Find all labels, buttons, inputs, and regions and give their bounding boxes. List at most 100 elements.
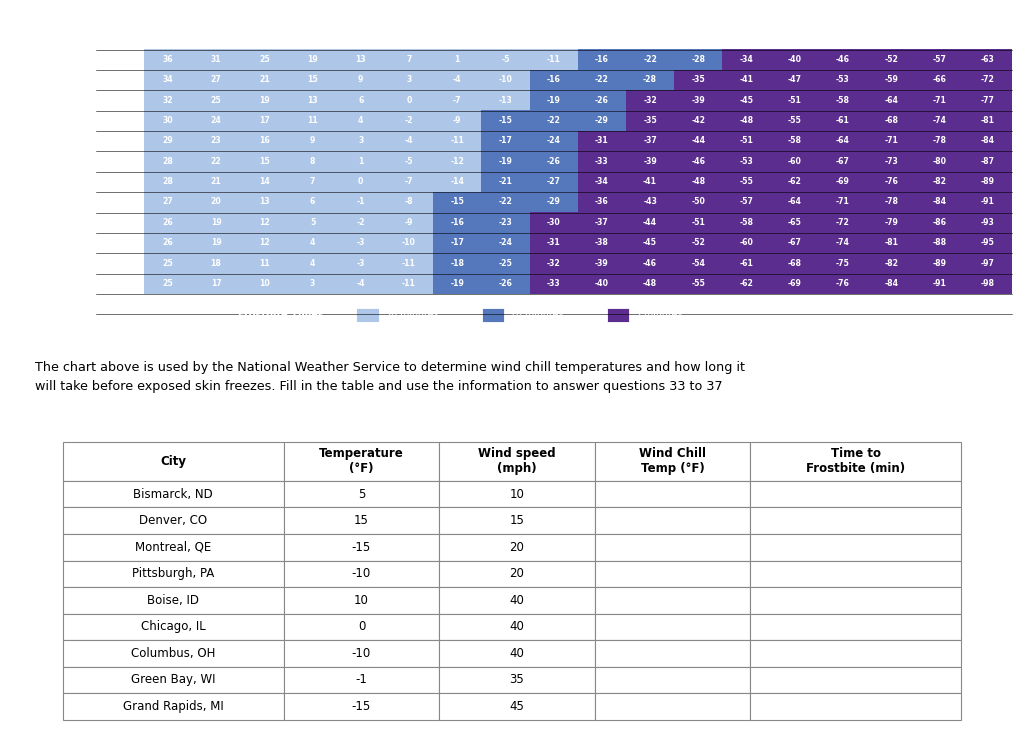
Text: 36: 36 <box>163 55 173 64</box>
Bar <box>433 111 481 130</box>
Text: -13: -13 <box>499 96 512 105</box>
Bar <box>674 253 722 273</box>
Text: 4: 4 <box>310 258 315 268</box>
Text: 25: 25 <box>163 258 173 268</box>
Bar <box>578 273 626 294</box>
Bar <box>626 111 674 130</box>
Text: -71: -71 <box>933 96 946 105</box>
Bar <box>964 49 1012 70</box>
Text: -11: -11 <box>547 55 560 64</box>
Bar <box>722 171 771 192</box>
Text: -16: -16 <box>595 55 609 64</box>
Text: -54: -54 <box>691 258 706 268</box>
Text: 35: 35 <box>114 177 126 186</box>
Text: -30: -30 <box>547 218 560 227</box>
Bar <box>626 130 674 151</box>
Text: -43: -43 <box>643 198 657 206</box>
Bar <box>433 273 481 294</box>
Text: -31: -31 <box>547 238 560 247</box>
Text: 14: 14 <box>259 177 269 186</box>
Bar <box>337 273 385 294</box>
Bar <box>819 192 867 212</box>
Bar <box>337 130 385 151</box>
Text: -57: -57 <box>933 55 946 64</box>
Bar <box>481 151 529 171</box>
Bar <box>481 192 529 212</box>
Text: -4: -4 <box>453 75 462 84</box>
Bar <box>578 49 626 70</box>
Text: 25: 25 <box>306 37 318 47</box>
Bar <box>578 130 626 151</box>
Bar <box>771 273 819 294</box>
Text: -44: -44 <box>691 136 706 146</box>
Text: -32: -32 <box>547 258 560 268</box>
Text: -20: -20 <box>738 37 755 47</box>
Bar <box>867 70 915 90</box>
Bar <box>385 90 433 111</box>
Text: -26: -26 <box>547 157 560 165</box>
Text: -57: -57 <box>739 198 754 206</box>
Bar <box>191 253 241 273</box>
Bar <box>481 90 529 111</box>
Bar <box>867 273 915 294</box>
Bar <box>241 49 289 70</box>
Text: 28: 28 <box>163 177 173 186</box>
Bar <box>771 192 819 212</box>
Text: -15: -15 <box>499 116 512 125</box>
Text: -3: -3 <box>356 238 365 247</box>
Text: 22: 22 <box>211 157 221 165</box>
Text: -67: -67 <box>787 238 802 247</box>
Text: -22: -22 <box>643 55 657 64</box>
Bar <box>385 111 433 130</box>
Text: -34: -34 <box>739 55 754 64</box>
Text: -68: -68 <box>884 116 898 125</box>
Text: -65: -65 <box>787 218 802 227</box>
Bar <box>241 171 289 192</box>
Bar <box>964 233 1012 253</box>
Bar <box>433 70 481 90</box>
Bar <box>241 212 289 233</box>
Bar <box>964 171 1012 192</box>
Text: -74: -74 <box>836 238 850 247</box>
Text: -33: -33 <box>547 279 560 288</box>
Text: -32: -32 <box>643 96 657 105</box>
Bar <box>722 151 771 171</box>
Text: 10: 10 <box>259 279 269 288</box>
Bar <box>356 308 379 322</box>
Text: -73: -73 <box>885 157 898 165</box>
Text: -39: -39 <box>691 96 706 105</box>
Bar <box>964 111 1012 130</box>
Text: -78: -78 <box>933 136 946 146</box>
Bar <box>819 70 867 90</box>
Text: -19: -19 <box>499 157 512 165</box>
Text: 26: 26 <box>163 238 173 247</box>
Bar <box>481 70 529 90</box>
Text: -12: -12 <box>451 157 464 165</box>
Bar <box>433 49 481 70</box>
Bar <box>143 49 191 70</box>
Bar <box>191 49 241 70</box>
Text: -88: -88 <box>933 238 946 247</box>
Bar <box>385 253 433 273</box>
Bar <box>819 212 867 233</box>
Bar <box>191 151 241 171</box>
Text: -35: -35 <box>884 37 899 47</box>
Text: -41: -41 <box>739 75 754 84</box>
Bar <box>289 90 337 111</box>
Text: -55: -55 <box>691 279 706 288</box>
Bar <box>626 192 674 212</box>
Text: -41: -41 <box>643 177 657 186</box>
Text: -60: -60 <box>739 238 754 247</box>
Text: -10: -10 <box>402 238 416 247</box>
Bar <box>674 233 722 253</box>
Bar <box>433 253 481 273</box>
Text: -50: -50 <box>691 198 706 206</box>
Text: Wind (mph): Wind (mph) <box>20 140 31 209</box>
Text: 4: 4 <box>310 238 315 247</box>
Bar <box>578 212 626 233</box>
Bar <box>867 212 915 233</box>
Text: -74: -74 <box>933 116 946 125</box>
Text: 21: 21 <box>211 177 221 186</box>
Text: 24: 24 <box>211 116 221 125</box>
Text: -64: -64 <box>884 96 898 105</box>
